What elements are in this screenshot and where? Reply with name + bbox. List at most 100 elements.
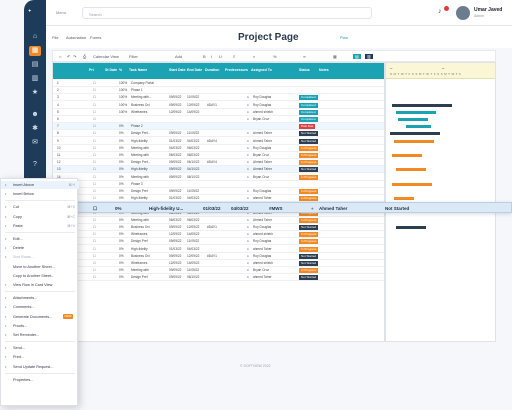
row-checkbox-icon[interactable]: ☐ (93, 196, 96, 201)
row-checkbox-icon[interactable]: ☐ (93, 232, 96, 237)
table-row[interactable]: 150%Phase 3☐ (53, 181, 384, 188)
notification-icon[interactable]: ♪ (438, 8, 442, 15)
calendar-view-button[interactable]: Calendar View (93, 54, 119, 59)
menu-item-properties[interactable]: Properties... (1, 376, 79, 384)
table-row[interactable]: 5 100% Wireframes 12/09/22 14/09/22 ahmed shi… (53, 109, 384, 116)
gantt-bar[interactable] (398, 118, 428, 121)
menu-item-attachments[interactable]: • Attachments... (1, 294, 79, 302)
tab-automation[interactable]: Automation (66, 35, 87, 40)
row-checkbox-icon[interactable]: ☐ (93, 88, 96, 93)
col-notes[interactable]: Notes (319, 68, 329, 72)
add-button[interactable]: Add (175, 54, 183, 59)
status-badge[interactable]: In Progress (299, 189, 319, 194)
row-checkbox-icon[interactable]: ☐ (93, 181, 96, 186)
col-status[interactable]: Status (299, 68, 310, 72)
menu-item-copy[interactable]: • Copy ⌘+C (1, 213, 79, 221)
col-assigned[interactable]: Assigned To (251, 68, 272, 72)
status-badge[interactable]: Completed (299, 109, 318, 115)
col-predecessors[interactable]: Predecessors (225, 68, 248, 72)
table-row[interactable]: 4 100% Business Ovi 09/09/22 12/09/22 #DAY1 Ro… (53, 102, 384, 109)
grid-icon[interactable]: ▦ (333, 54, 337, 59)
dragged-row[interactable]: ☐ 0% High-fidelity U... 01/03/22 04/03/2… (52, 202, 512, 213)
col-start-date[interactable]: Start Date (169, 68, 186, 72)
col-pct[interactable]: % (119, 68, 123, 72)
table-row[interactable]: 9 0% High-fidelity 01/03/22 04/03/22 #DAY4 Ahm… (53, 138, 384, 145)
menu-item-copy-to-another-sheet[interactable]: Copy to Another Sheet... (1, 272, 79, 280)
undo-icon[interactable]: ↶ (67, 54, 71, 59)
underline-icon[interactable]: U (219, 54, 222, 59)
status-badge[interactable]: In Progress (299, 246, 319, 252)
status-badge[interactable]: Not Started (299, 131, 319, 137)
row-checkbox-icon[interactable]: ☐ (93, 117, 96, 121)
table-row[interactable]: 6 Bryan Cruz ☐ ● Completed (53, 116, 384, 123)
status-badge[interactable]: In Progress (299, 174, 319, 180)
tab-file[interactable]: File (52, 35, 59, 40)
status-badge[interactable]: Not Started (299, 167, 319, 173)
row-checkbox-icon[interactable]: ☐ (93, 95, 96, 100)
tab-forms[interactable]: Forms (90, 35, 102, 40)
status-badge[interactable]: Completed (299, 117, 318, 122)
gantt-bar[interactable] (396, 226, 426, 229)
row-checkbox-icon[interactable]: ☐ (93, 261, 96, 265)
star-icon[interactable]: ★ (31, 89, 39, 96)
table-row[interactable]: 13 0% High-fidelity 09/09/22 04/10/22 Ahmed T… (53, 166, 384, 174)
row-checkbox-icon[interactable]: ☐ (93, 167, 96, 172)
menu-item-view-row-in-card-view[interactable]: • View Row in Card View (1, 281, 79, 289)
status-badge[interactable]: Not Started (299, 138, 319, 144)
table-row[interactable]: 11 0% Meeting with 06/03/22 06/03/22 Bryan Cr… (53, 152, 384, 159)
status-badge[interactable]: Past Due (299, 124, 316, 130)
row-checkbox-icon[interactable]: ☐ (93, 153, 96, 157)
table-row[interactable]: 2 100% Phase 1 ☐ (53, 87, 384, 95)
table-row[interactable]: 14 0% Meeting with 09/09/22 06/10/22 Bryan Cr… (53, 174, 384, 181)
col-task-name[interactable]: Task Name (129, 68, 148, 72)
status-badge[interactable]: In Progress (299, 268, 319, 274)
menu-item-move-to-another-sheet[interactable]: Move to Another Sheet... (1, 263, 79, 271)
status-badge[interactable]: Not Started (299, 261, 319, 266)
table-row[interactable]: 12 0% Design Pref... 09/09/22 06/10/22 #DAY4 A… (53, 159, 384, 167)
col-duration[interactable]: Duration (205, 68, 220, 72)
table-row[interactable]: 7 0% Phase 2 ☐ Past Due (53, 123, 384, 131)
menu-item-paste[interactable]: • Paste ⌘+V (1, 222, 79, 230)
menu-label[interactable]: Menu (56, 10, 67, 15)
gantt-view-icon[interactable]: ▤ (353, 54, 361, 59)
row-checkbox-icon[interactable]: ☐ (93, 268, 96, 273)
help-icon[interactable]: ? (33, 161, 37, 168)
gantt-bar[interactable] (392, 103, 452, 107)
menu-item-insert-below[interactable]: • Insert Below (1, 190, 79, 198)
avatar[interactable] (456, 6, 470, 20)
col-stdate[interactable]: St Date (105, 68, 118, 72)
row-checkbox-icon[interactable]: ☐ (93, 124, 96, 129)
row-checkbox-icon[interactable]: ☐ (93, 160, 96, 165)
bell-icon[interactable]: ✉ (32, 139, 38, 146)
row-checkbox-icon[interactable]: ☐ (93, 131, 96, 136)
gantt-bar[interactable] (390, 132, 440, 136)
print-toolbar-icon[interactable]: ⎙ (83, 54, 87, 59)
menu-item-cut[interactable]: • Cut ⌘+X (1, 203, 79, 211)
status-badge[interactable]: In Progress (299, 196, 319, 202)
align-icon[interactable]: ≡ (233, 54, 236, 59)
menu-item-comments[interactable]: • Comments... (1, 303, 79, 311)
table-row[interactable]: 210%Business Ovi09/09/2212/09/22#DAY1Roy… (53, 224, 384, 231)
menu-item-proofs[interactable]: • Proofs... (1, 322, 79, 330)
col-end-date[interactable]: End Date (187, 68, 203, 72)
table-row[interactable]: 1 100% Company Portal ☐ (53, 80, 384, 87)
row-checkbox-icon[interactable]: ☐ (93, 239, 96, 244)
gantt-bar[interactable] (406, 125, 431, 129)
redo-icon[interactable]: ↷ (73, 54, 77, 59)
home-toolbar-icon[interactable]: ⌂ (59, 54, 62, 59)
status-badge[interactable]: Completed (299, 102, 318, 108)
menu-item-delete[interactable]: • Delete (1, 244, 79, 252)
row-checkbox-icon[interactable]: ☐ (93, 253, 96, 258)
row-checkbox-icon[interactable]: ☐ (93, 174, 96, 179)
status-badge[interactable]: Not Started (299, 275, 319, 281)
filter-button[interactable]: Filter (129, 54, 138, 59)
link-icon[interactable]: ∞ (303, 54, 306, 59)
status-badge[interactable]: Not Started (299, 225, 319, 230)
status-badge[interactable]: In Progress (299, 153, 319, 158)
menu-item-sort-rows[interactable]: • Sort Rows... (1, 253, 79, 261)
bold-icon[interactable]: B (203, 54, 206, 59)
